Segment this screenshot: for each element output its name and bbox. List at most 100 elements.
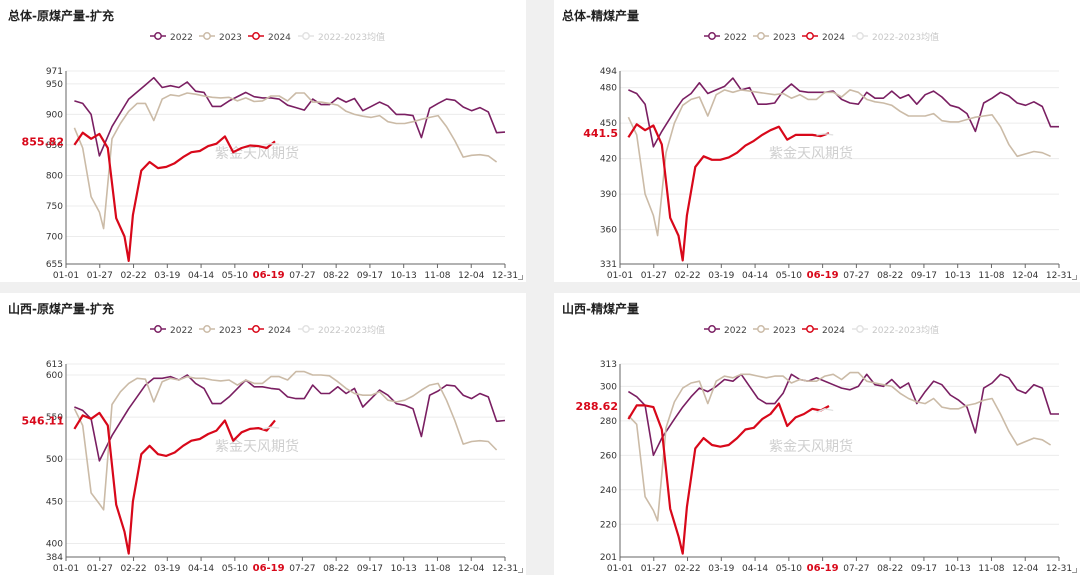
x-tick-label: 10-13: [945, 564, 971, 574]
series-2023-line[interactable]: [73, 370, 498, 511]
legend-item[interactable]: 2022: [704, 32, 747, 43]
x-tick-label: 12-31: [492, 564, 518, 574]
legend-label: 2022-2023均值: [318, 31, 385, 43]
legend-item[interactable]: 2022: [704, 325, 747, 336]
x-tick-label: 12-31: [1046, 271, 1072, 281]
y-tick-label: 900: [46, 110, 63, 120]
series-avg-line[interactable]: [262, 142, 280, 146]
series-2024-line[interactable]: [73, 411, 276, 555]
chart-svg: 2022 2023 2024 2022-2023均值 384 400 450 500 550 60…: [22, 324, 519, 574]
series-2024-line[interactable]: [627, 402, 830, 555]
y-tick-label: 800: [46, 171, 63, 181]
series-2022-line[interactable]: [74, 76, 506, 157]
legend-swatch-dot: [757, 32, 765, 40]
x-axis: 01-01 01-27 02-22 03-19 04-14 05-10 06-19 07-27…: [607, 556, 1072, 574]
series-avg-line[interactable]: [262, 426, 280, 430]
series-avg-line[interactable]: [816, 408, 834, 413]
x-tick-label: 09-17: [911, 271, 937, 281]
x-tick-label: 10-13: [391, 564, 417, 574]
series-2023-line[interactable]: [73, 92, 498, 230]
x-tick-label: 03-19: [154, 564, 180, 574]
series-2024-line[interactable]: [627, 123, 830, 262]
x-axis: 01-01 01-27 02-22 03-19 04-14 05-10 06-19 07-27…: [53, 556, 518, 574]
legend-label: 2023: [773, 33, 796, 43]
x-tick-label: 09-17: [357, 271, 383, 281]
x-tick-label: 01-27: [87, 564, 113, 574]
x-tick-label: 10-13: [945, 271, 971, 281]
chart-title: 总体-精煤产量: [562, 9, 639, 23]
legend-item[interactable]: 2024: [248, 32, 291, 43]
legend-item[interactable]: 2024: [248, 325, 291, 336]
legend-item[interactable]: 2023: [753, 32, 796, 43]
chart-panel-3: 山西-原煤产量-扩充 2022 2023 2024 2022-2023均值 384 400…: [0, 293, 526, 575]
series-2024-line[interactable]: [73, 131, 276, 262]
series-2022-line[interactable]: [74, 374, 506, 462]
series-2022-line[interactable]: [627, 373, 1059, 457]
legend-label: 2024: [822, 33, 845, 43]
x-tick-label: 05-10: [222, 564, 248, 574]
legend-item[interactable]: 2023: [753, 325, 796, 336]
legend-item[interactable]: 2023: [199, 325, 242, 336]
x-tick-label-highlight: 06-19: [807, 270, 839, 281]
series-avg-line[interactable]: [816, 133, 834, 136]
x-tick-label: 02-22: [674, 564, 700, 574]
legend-swatch-dot: [856, 325, 864, 333]
chart-panel-2: 总体-精煤产量 2022 2023 2024 2022-2023均值 331 360 390…: [554, 0, 1080, 282]
y-tick-label: 494: [600, 67, 617, 77]
chart-svg: 2022 2023 2024 2022-2023均值 201 220 240 260 280 30…: [576, 324, 1073, 574]
series-2023-line[interactable]: [627, 89, 1051, 237]
x-tick-label: 08-22: [877, 564, 903, 574]
y-axis: 331 360 390 420 450 480 494: [600, 67, 1059, 270]
series-2023-line[interactable]: [627, 371, 1052, 522]
last-value-label: 288.62: [576, 400, 618, 413]
watermark: 紫金天风期货: [769, 145, 853, 162]
resize-handle-icon: [1072, 275, 1077, 280]
y-tick-label: 300: [600, 382, 617, 392]
x-tick-label: 05-10: [776, 271, 802, 281]
x-tick-label: 01-27: [641, 564, 667, 574]
series-2022-line[interactable]: [628, 77, 1059, 148]
legend-item[interactable]: 2024: [802, 32, 845, 43]
legend-item[interactable]: 2024: [802, 325, 845, 336]
watermark: 紫金天风期货: [215, 145, 299, 162]
legend-label: 2024: [822, 326, 845, 336]
legend-item[interactable]: 2022-2023均值: [298, 31, 385, 43]
x-tick-label: 11-08: [424, 564, 450, 574]
x-tick-label: 01-01: [607, 271, 633, 281]
legend-swatch-dot: [302, 325, 310, 333]
last-value-label: 855.82: [22, 135, 64, 148]
legend-item[interactable]: 2022-2023均值: [852, 31, 939, 43]
legend-label: 2022-2023均值: [872, 31, 939, 43]
y-tick-label: 280: [600, 417, 617, 427]
legend-label: 2024: [268, 33, 291, 43]
legend-swatch-dot: [708, 32, 716, 40]
legend-item[interactable]: 2022-2023均值: [298, 324, 385, 336]
chart-title: 山西-原煤产量-扩充: [8, 302, 114, 316]
legend-swatch-dot: [252, 325, 260, 333]
x-tick-label: 01-27: [641, 271, 667, 281]
x-tick-label: 12-31: [1046, 564, 1072, 574]
legend-swatch-dot: [856, 32, 864, 40]
legend-label: 2022: [724, 33, 747, 43]
y-tick-label: 700: [46, 233, 63, 243]
legend-item[interactable]: 2022-2023均值: [852, 324, 939, 336]
legend-swatch-dot: [154, 32, 162, 40]
y-tick-label: 750: [46, 202, 63, 212]
y-tick-label: 450: [600, 119, 617, 129]
legend: 2022 2023 2024 2022-2023均值: [150, 31, 385, 43]
legend-item[interactable]: 2023: [199, 32, 242, 43]
legend-swatch-dot: [708, 325, 716, 333]
y-tick-label: 313: [600, 360, 617, 370]
watermark: 紫金天风期货: [215, 438, 299, 455]
y-tick-label: 390: [600, 190, 617, 200]
resize-handle-icon: [518, 275, 523, 280]
x-tick-label-highlight: 06-19: [253, 270, 285, 281]
chart-panel-1: 总体-原煤产量-扩充 2022 2023 2024 2022-2023均值 655 700…: [0, 0, 526, 282]
legend-item[interactable]: 2022: [150, 32, 193, 43]
legend-item[interactable]: 2022: [150, 325, 193, 336]
x-tick-label: 10-13: [391, 271, 417, 281]
y-tick-label: 400: [46, 540, 63, 550]
x-tick-label: 04-14: [188, 271, 214, 281]
y-tick-label: 240: [600, 486, 617, 496]
x-tick-label: 03-19: [708, 564, 734, 574]
